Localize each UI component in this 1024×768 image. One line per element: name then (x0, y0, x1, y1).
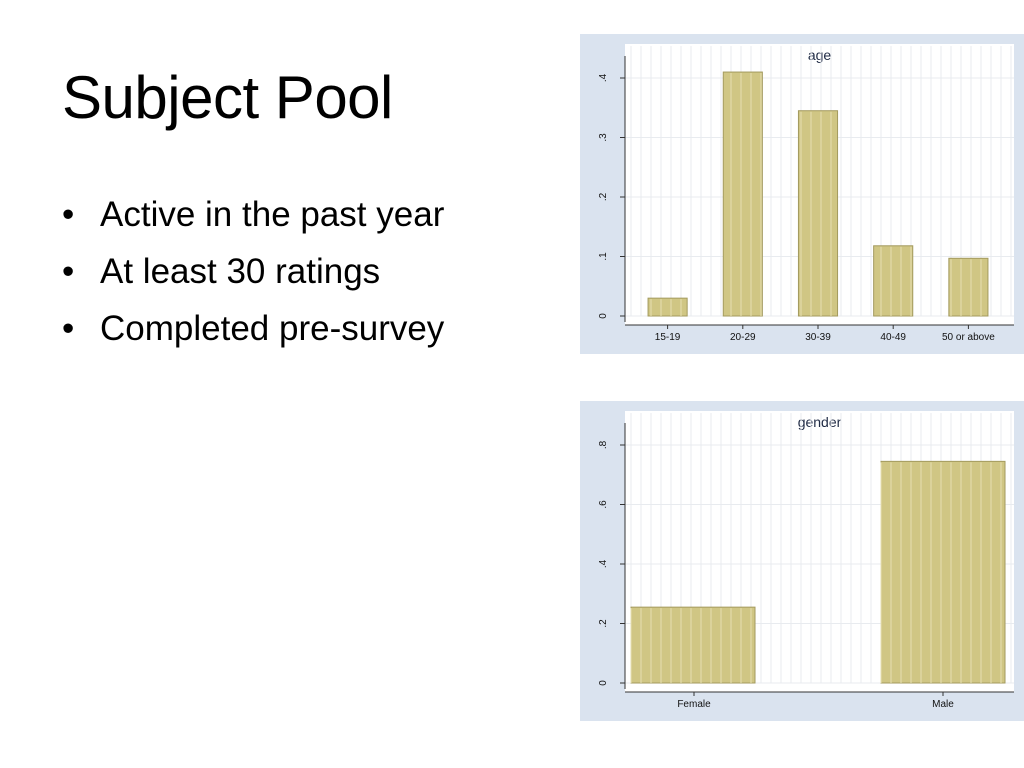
bullet-list: Active in the past year At least 30 rati… (62, 186, 444, 357)
bullet-item: At least 30 ratings (62, 243, 444, 300)
age-chart: age 0 .1 .2 .3 .4 15-19 20-29 30-39 40-49 50 or ab… (598, 44, 1014, 343)
gender-chart-panel: gender 0 .2 .4 .6 .8 Female Male (580, 401, 1024, 721)
gender-chart: gender 0 .2 .4 .6 .8 Female Male (598, 411, 1014, 710)
chart-title: gender (798, 414, 842, 430)
bars (630, 460, 1006, 684)
y-tick-label: .2 (598, 192, 609, 201)
y-tick-label: .6 (598, 500, 609, 509)
x-tick-label: 50 or above (942, 332, 995, 343)
y-tick-label: .1 (598, 252, 609, 261)
chart-title: age (808, 47, 832, 63)
slide-title: Subject Pool (62, 64, 393, 131)
x-tick-label: Male (932, 699, 954, 710)
bar-50-or-above (948, 257, 989, 317)
y-tick-label: .3 (598, 133, 609, 142)
bars (647, 71, 989, 317)
y-tick-label: .4 (598, 73, 609, 82)
y-tick-label: .2 (598, 619, 609, 628)
bar-40-49 (873, 245, 914, 317)
x-tick-label: 15-19 (655, 332, 681, 343)
y-tick-label: 0 (598, 680, 609, 686)
bar-female (630, 606, 756, 684)
x-tick-label: 20-29 (730, 332, 756, 343)
bar-15-19 (647, 297, 688, 317)
y-tick-label: 0 (598, 313, 609, 319)
x-tick-label: 40-49 (880, 332, 906, 343)
bar-20-29 (722, 71, 763, 317)
bullet-item: Completed pre-survey (62, 300, 444, 357)
bar-30-39 (797, 110, 839, 317)
x-tick-label: 30-39 (805, 332, 831, 343)
y-tick-label: .8 (598, 440, 609, 449)
bar-male (880, 460, 1006, 684)
y-tick-label: .4 (598, 559, 609, 568)
bullet-item: Active in the past year (62, 186, 444, 243)
x-tick-label: Female (677, 699, 711, 710)
age-chart-panel: age 0 .1 .2 .3 .4 15-19 20-29 30-39 40-49 50 or ab… (580, 34, 1024, 354)
